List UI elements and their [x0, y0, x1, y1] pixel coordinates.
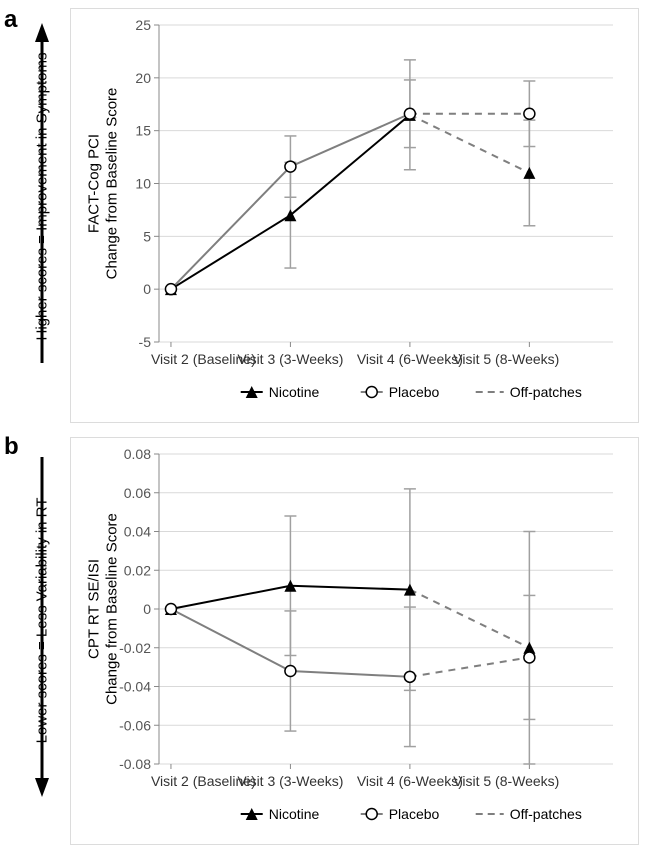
svg-text:Nicotine: Nicotine: [269, 806, 320, 822]
svg-text:0: 0: [143, 281, 151, 297]
svg-text:15: 15: [135, 123, 151, 139]
panel-b: b Lower scores = Less Variability in RT …: [0, 437, 651, 855]
panel-b-chart: -0.08 -0.06 -0.04 -0.02 0 0.02 0.04 0.06 0.08 Vis…: [70, 437, 639, 845]
svg-text:Placebo: Placebo: [389, 806, 440, 822]
svg-text:10: 10: [135, 176, 151, 192]
panel-b-side-text: Lower scores = Less Variability in RT: [34, 481, 51, 761]
svg-text:Off-patches: Off-patches: [510, 384, 582, 400]
svg-text:0.08: 0.08: [124, 448, 151, 462]
svg-text:-0.02: -0.02: [119, 640, 151, 656]
svg-text:Visit 5 (8-Weeks): Visit 5 (8-Weeks): [453, 351, 559, 367]
panel-b-label: b: [4, 433, 19, 461]
svg-text:Visit 5 (8-Weeks): Visit 5 (8-Weeks): [453, 773, 559, 789]
svg-text:-0.08: -0.08: [119, 756, 151, 772]
svg-text:Nicotine: Nicotine: [269, 384, 320, 400]
svg-text:-0.04: -0.04: [119, 679, 151, 695]
svg-text:FACT-Cog PCIChange from Baseli: FACT-Cog PCIChange from Baseline Score: [86, 88, 121, 280]
svg-text:0.06: 0.06: [124, 485, 151, 501]
svg-text:CPT RT SE/ISIChange from Basel: CPT RT SE/ISIChange from Baseline Score: [86, 513, 121, 705]
svg-text:20: 20: [135, 70, 151, 86]
svg-text:25: 25: [135, 19, 151, 33]
svg-text:Visit 3 (3-Weeks): Visit 3 (3-Weeks): [237, 773, 343, 789]
panel-a-side-text: Higher scores = Improvement in Symptoms: [34, 47, 51, 347]
svg-text:0.02: 0.02: [124, 562, 151, 578]
svg-text:0.04: 0.04: [124, 524, 151, 540]
svg-text:Visit 4 (6-Weeks): Visit 4 (6-Weeks): [357, 773, 463, 789]
svg-text:-0.06: -0.06: [119, 717, 151, 733]
svg-text:Placebo: Placebo: [389, 384, 440, 400]
svg-text:Visit 3 (3-Weeks): Visit 3 (3-Weeks): [237, 351, 343, 367]
svg-text:-5: -5: [139, 334, 152, 350]
svg-text:Off-patches: Off-patches: [510, 806, 582, 822]
svg-text:5: 5: [143, 228, 151, 244]
panel-a-svg: -50510152025Visit 2 (Baseline)Visit 3 (3…: [85, 19, 625, 414]
panel-a-label: a: [4, 6, 17, 34]
svg-text:0: 0: [143, 601, 151, 617]
figure: a Higher scores = Improvement in Symptom…: [0, 0, 651, 855]
panel-a: a Higher scores = Improvement in Symptom…: [0, 8, 651, 433]
svg-text:Visit 4 (6-Weeks): Visit 4 (6-Weeks): [357, 351, 463, 367]
panel-a-chart: -50510152025Visit 2 (Baseline)Visit 3 (3…: [70, 8, 639, 423]
panel-b-svg: -0.08 -0.06 -0.04 -0.02 0 0.02 0.04 0.06 0.08 Vis…: [85, 448, 625, 836]
